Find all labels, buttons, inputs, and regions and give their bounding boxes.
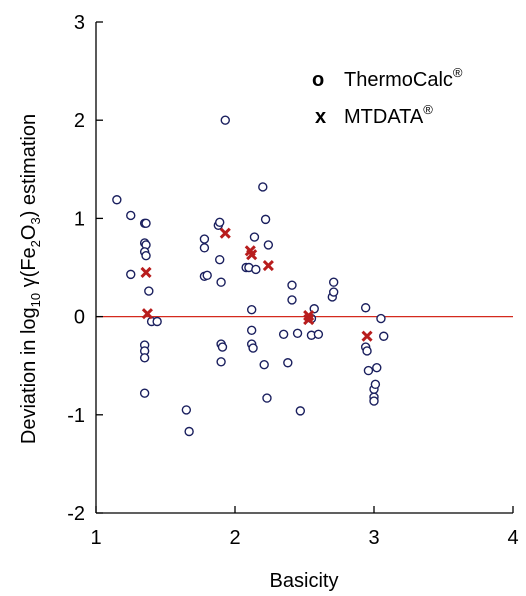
- thermocalc-point: [215, 217, 225, 228]
- thermocalc-point: [139, 388, 150, 398]
- thermocalc-point: [376, 313, 386, 324]
- thermocalc-point: [246, 325, 257, 336]
- thermocalc-point: [328, 287, 339, 297]
- x-tick-label: 2: [229, 527, 240, 549]
- mtdata-point: [361, 330, 373, 342]
- thermocalc-point: [112, 195, 122, 205]
- y-tick-label: -1: [67, 405, 85, 427]
- thermocalc-point: [363, 365, 374, 376]
- legend-sup-thermocalc: ®: [453, 65, 463, 80]
- thermocalc-point: [287, 295, 297, 305]
- thermocalc-point: [141, 218, 151, 229]
- thermocalc-point: [262, 393, 272, 403]
- thermocalc-point: [126, 269, 136, 280]
- thermocalc-point: [199, 243, 210, 253]
- thermocalc-point: [372, 362, 382, 373]
- x-tick-label: 3: [368, 527, 379, 549]
- thermocalc-point: [199, 234, 210, 244]
- x-tick-label: 4: [507, 527, 518, 549]
- thermocalc-point: [251, 264, 261, 275]
- y-tick-label: 0: [74, 307, 85, 329]
- thermocalc-point: [216, 357, 226, 367]
- svg-text:MTDATA®: MTDATA®: [344, 102, 433, 128]
- thermocalc-point: [215, 254, 225, 265]
- thermocalc-point: [369, 396, 379, 406]
- thermocalc-point: [246, 305, 257, 315]
- x-axis-title: Basicity: [270, 570, 339, 592]
- plot-area: -2 -1 0 1 2 3 1 2 3 4: [67, 12, 518, 549]
- thermocalc-point: [216, 277, 226, 287]
- legend-item-mtdata: x MTDATA®: [315, 102, 433, 128]
- thermocalc-point: [362, 346, 372, 356]
- x-ticks: 1 2 3 4: [90, 506, 519, 549]
- thermocalc-point: [328, 277, 339, 287]
- thermocalc-point: [292, 328, 303, 338]
- legend-label-thermocalc: ThermoCalc: [344, 69, 453, 91]
- thermocalc-point: [287, 280, 297, 290]
- points-layer: [112, 115, 389, 437]
- y-ticks: -2 -1 0 1 2 3: [67, 12, 103, 525]
- thermocalc-point: [260, 214, 271, 225]
- mtdata-point: [303, 313, 315, 326]
- legend-label-mtdata: MTDATA: [344, 106, 424, 128]
- thermocalc-point: [184, 426, 194, 437]
- legend: o ThermoCalc® x MTDATA®: [312, 65, 463, 128]
- mtdata-point: [141, 308, 153, 320]
- thermocalc-point: [144, 286, 154, 296]
- thermocalc-point: [283, 358, 293, 368]
- mtdata-point: [219, 227, 231, 239]
- legend-marker-circle: o: [312, 69, 324, 91]
- thermocalc-point: [248, 343, 258, 353]
- thermocalc-point: [379, 331, 389, 341]
- thermocalc-point: [295, 406, 306, 416]
- thermocalc-point: [220, 115, 230, 125]
- legend-marker-x: x: [315, 106, 326, 128]
- mtdata-point: [140, 266, 152, 278]
- thermocalc-point: [141, 251, 151, 261]
- thermocalc-point: [360, 303, 371, 313]
- y-tick-label: 1: [74, 208, 85, 230]
- thermocalc-point: [258, 182, 268, 192]
- thermocalc-point: [217, 342, 228, 352]
- y-tick-label: 3: [74, 12, 85, 34]
- y-tick-label: 2: [74, 110, 85, 132]
- thermocalc-point: [259, 360, 269, 370]
- mtdata-point: [246, 249, 258, 261]
- thermocalc-point: [152, 316, 162, 327]
- legend-sup-mtdata: ®: [423, 102, 433, 117]
- y-axis-title: Deviation in log10 γ(Fe2O3) estimation: [18, 114, 43, 444]
- legend-item-thermocalc: o ThermoCalc®: [312, 65, 463, 91]
- thermocalc-point: [278, 329, 289, 339]
- thermocalc-point: [313, 329, 324, 339]
- x-tick-label: 1: [90, 527, 101, 549]
- thermocalc-point: [370, 379, 381, 390]
- thermocalc-point: [263, 240, 274, 250]
- svg-text:ThermoCalc®: ThermoCalc®: [344, 65, 463, 91]
- y-tick-label: -2: [67, 503, 85, 525]
- thermocalc-point: [181, 405, 192, 415]
- thermocalc-point: [126, 210, 136, 221]
- thermocalc-point: [139, 353, 150, 363]
- mtdata-point: [262, 259, 274, 272]
- thermocalc-point: [249, 232, 260, 242]
- thermocalc-point: [202, 270, 212, 281]
